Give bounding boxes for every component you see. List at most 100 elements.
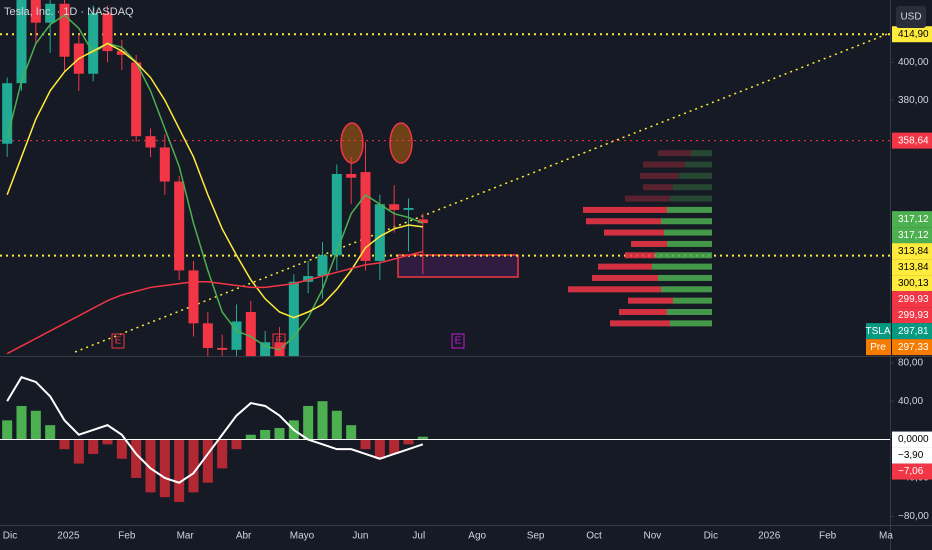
price-tag — [892, 227, 932, 244]
vp-up — [655, 252, 712, 259]
candle-body — [331, 173, 342, 256]
vp-up — [673, 184, 712, 191]
event-marker: E — [111, 333, 125, 349]
price-tag-label: 313,84 — [898, 262, 929, 273]
osc-bar — [303, 405, 314, 440]
osc-bar — [403, 439, 414, 445]
osc-bar — [346, 425, 357, 440]
x-tick-label: Jun — [352, 531, 368, 542]
y-tick-label: 40,00 — [898, 396, 923, 407]
osc-tag-label: −7,06 — [898, 466, 924, 477]
candle-body — [374, 204, 385, 261]
vp-up — [679, 172, 712, 179]
candle-body — [88, 13, 99, 74]
vp-up — [691, 150, 712, 157]
x-tick-label: Ago — [468, 531, 486, 542]
candle-body — [2, 83, 13, 144]
zone-rect — [397, 254, 519, 278]
candle-body — [159, 147, 170, 182]
x-tick-label: Dic — [704, 531, 718, 542]
osc-bar — [30, 410, 41, 440]
vp-down — [628, 297, 673, 304]
vp-down — [643, 184, 673, 191]
osc-line — [6, 375, 424, 484]
candle-body — [45, 3, 56, 23]
osc-bar — [317, 401, 328, 440]
osc-bar — [159, 439, 170, 498]
price-tag-label: 313,84 — [898, 246, 929, 257]
osc-tag — [892, 447, 932, 464]
price-tag-label: 299,93 — [898, 294, 929, 305]
price-tag-label: 317,12 — [898, 230, 929, 241]
price-tag-label: 297,33 — [898, 342, 929, 353]
vp-down — [586, 218, 661, 225]
vp-down — [631, 240, 667, 247]
osc-bar — [2, 420, 13, 440]
price-tag — [892, 275, 932, 292]
vp-up — [670, 195, 712, 202]
candle-body — [145, 136, 156, 148]
osc-bar — [260, 429, 271, 440]
vp-down — [604, 229, 664, 236]
currency-button[interactable] — [896, 6, 926, 28]
osc-tag — [892, 463, 932, 480]
osc-bar — [116, 439, 127, 459]
vp-up — [667, 206, 712, 213]
price-tag-label: 299,93 — [898, 310, 929, 321]
x-tick-label: Mar — [177, 531, 195, 542]
osc-bar — [417, 436, 428, 440]
price-tag — [892, 211, 932, 228]
candle-body — [389, 204, 400, 210]
vp-down — [625, 252, 655, 259]
candle-body — [417, 219, 428, 224]
osc-bar — [231, 439, 242, 450]
oscillator-pane — [0, 375, 890, 502]
vp-up — [667, 309, 712, 316]
currency-label[interactable]: USD — [900, 12, 921, 23]
moving-average — [6, 42, 423, 319]
candle-body — [360, 172, 371, 261]
trendline — [74, 32, 890, 353]
vp-up — [664, 229, 712, 236]
vp-down — [568, 286, 661, 293]
x-tick-label: Ma — [879, 531, 893, 542]
symbol-label: Pre — [870, 342, 886, 353]
price-tag-label: 358,64 — [898, 135, 929, 146]
price-tag — [892, 132, 932, 149]
candle-body — [303, 276, 314, 282]
candle-body — [403, 208, 414, 210]
candle-body — [131, 62, 142, 137]
candle-body — [188, 270, 199, 324]
vp-down — [640, 172, 679, 179]
osc-bar — [16, 405, 27, 440]
vp-down — [619, 309, 667, 316]
osc-bar — [88, 439, 99, 454]
chart-title: Tesla, Inc. · 1D · NASDAQ — [4, 6, 134, 18]
price-tag — [892, 243, 932, 260]
candle-body — [174, 181, 185, 271]
vp-down — [583, 206, 667, 213]
event-label: E — [276, 336, 283, 347]
moving-average — [6, 14, 424, 351]
candle-body — [59, 3, 70, 57]
vp-up — [685, 161, 712, 168]
x-tick-label: 2025 — [57, 531, 80, 542]
x-tick-label: Abr — [236, 531, 252, 542]
y-tick-label: 400,00 — [898, 57, 929, 68]
osc-bar — [202, 439, 213, 483]
event-marker: E — [272, 333, 286, 349]
osc-bar — [174, 439, 185, 502]
osc-bar — [73, 439, 84, 464]
x-tick-label: Oct — [586, 531, 602, 542]
vp-down — [610, 320, 670, 327]
candle-body — [217, 347, 228, 350]
candle-body — [16, 0, 27, 84]
osc-bar — [274, 428, 285, 440]
vp-up — [658, 274, 712, 281]
price-tag — [892, 259, 932, 276]
vp-up — [667, 240, 712, 247]
candle-body — [202, 323, 213, 348]
candle-body — [260, 342, 271, 356]
